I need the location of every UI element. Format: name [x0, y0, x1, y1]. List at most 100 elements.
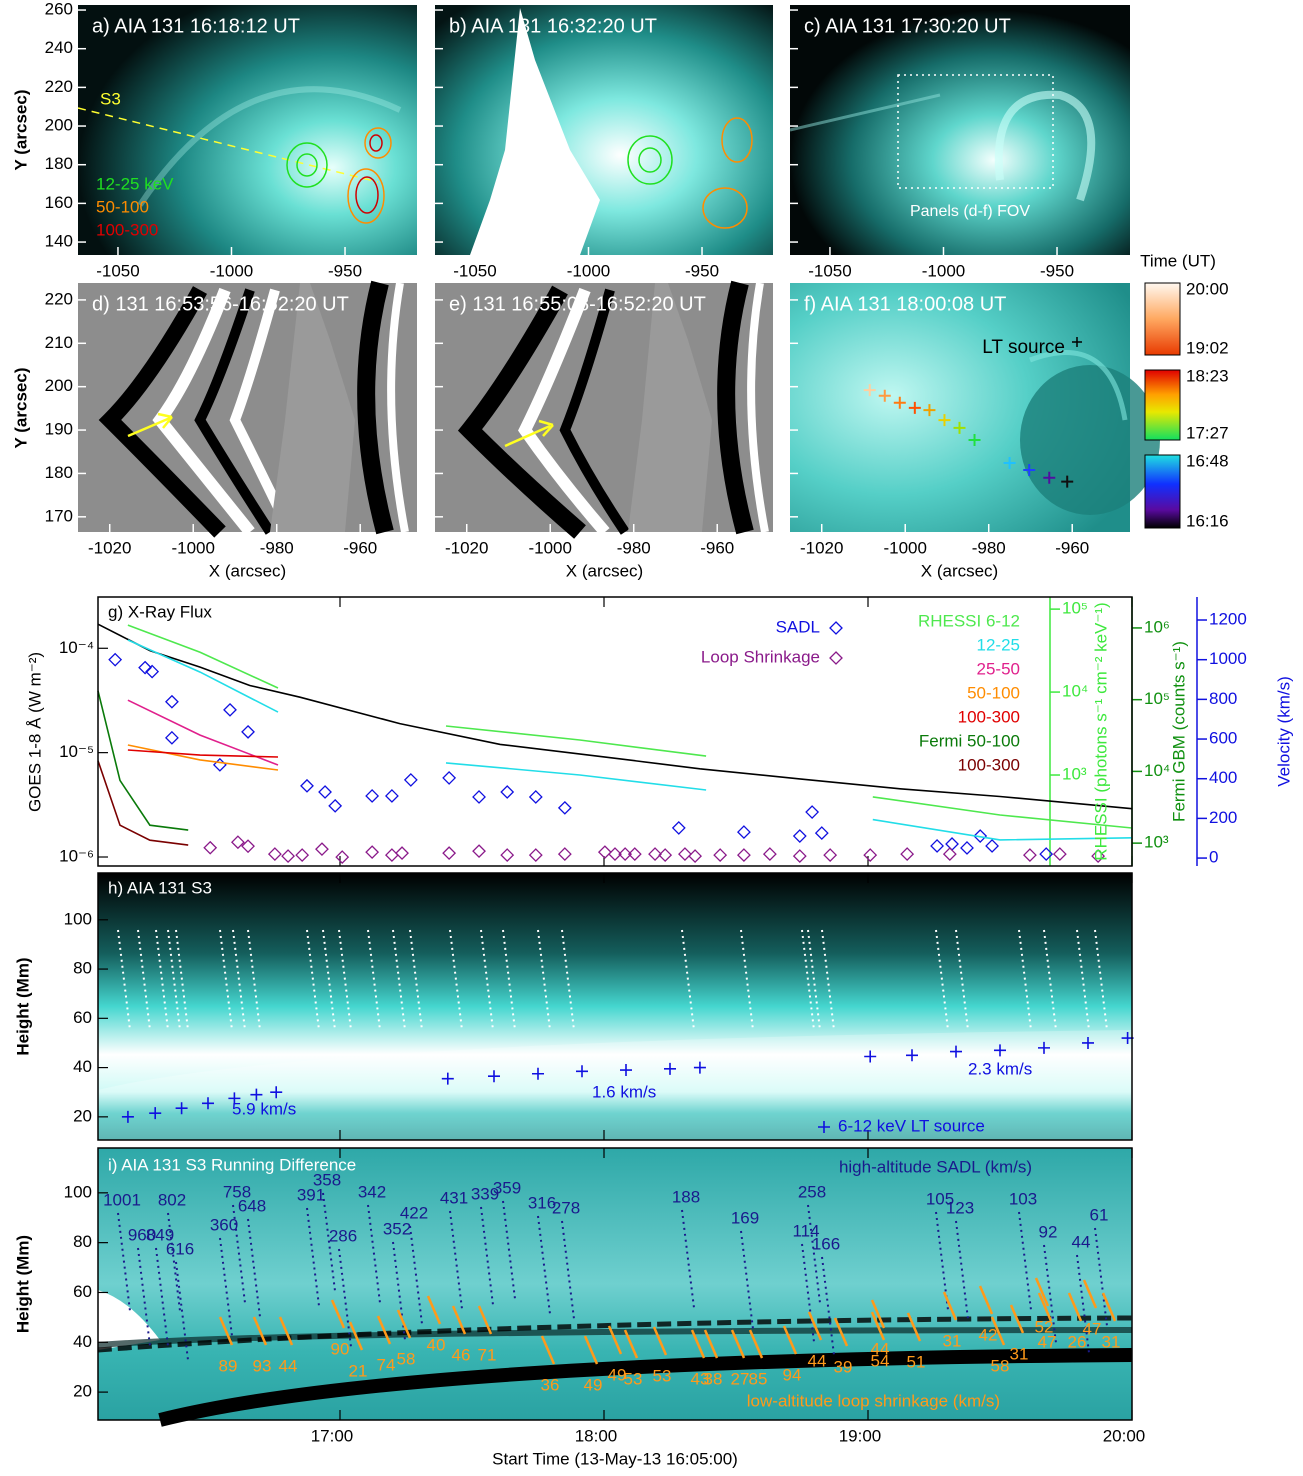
fit-label: 2.3 km/s: [968, 1059, 1032, 1078]
y-tick-label: 1200: [1209, 609, 1247, 628]
figure: S3 12-25 keV 50-100 100-300 Panels (d-f)…: [0, 0, 1303, 1471]
data-point: [816, 827, 828, 839]
y-tick-label: 40: [73, 1057, 92, 1076]
sadl-speed-label: 92: [1039, 1222, 1058, 1241]
panel-label: e) 131 16:55:08-16:52:20 UT: [449, 293, 706, 315]
shrinkage-speed-label: 89: [219, 1356, 238, 1375]
legend-entry: Fermi 50-100: [919, 731, 1020, 750]
shrinkage-speed-label: 31: [1010, 1344, 1029, 1363]
y-tick-label: 140: [45, 232, 73, 251]
legend-entry: 50-100: [967, 683, 1020, 702]
shrinkage-speed-label: 58: [397, 1349, 416, 1368]
shrinkage-speed-label: 39: [834, 1357, 853, 1376]
shrinkage-speed-label: 85: [749, 1369, 768, 1388]
y-tick-label: 1000: [1209, 649, 1247, 668]
colorbar-title: Time (UT): [1140, 251, 1216, 270]
shrinkage-speed-label: 47: [1038, 1332, 1057, 1351]
y-axis-title: Fermi GBM (counts s⁻¹): [1169, 641, 1188, 822]
panel-title: g) X-Ray Flux: [108, 602, 212, 621]
shrinkage-speed-label: 38: [704, 1369, 723, 1388]
shrinkage-speed-label: 31: [943, 1331, 962, 1350]
data-point: [319, 786, 331, 798]
panel-label: b) AIA 131 16:32:20 UT: [449, 15, 657, 37]
data-line: [128, 625, 1132, 828]
shrinkage-speed-label: 53: [624, 1369, 643, 1388]
y-tick-label: 10⁴: [1144, 761, 1170, 780]
shrinkage-speed-label: 94: [783, 1365, 802, 1384]
x-axis-title: Start Time (13-May-13 16:05:00): [492, 1449, 738, 1468]
legend-entry: 12-25 keV: [96, 174, 174, 193]
data-point: [794, 850, 806, 862]
shrinkage-speed-label: 58: [991, 1356, 1010, 1375]
y-tick-label: 0: [1209, 848, 1218, 867]
sadl-speed-label: 44: [1072, 1232, 1091, 1251]
legend-entry: Loop Shrinkage: [701, 647, 820, 666]
sadl-speed-label: 422: [400, 1203, 428, 1222]
data-line: [98, 761, 188, 845]
x-tick-label: 19:00: [839, 1426, 882, 1445]
colorbar-label: 20:00: [1186, 279, 1229, 298]
x-tick-label: -950: [328, 261, 362, 280]
sadl-speed-label: 61: [1090, 1205, 1109, 1224]
data-point: [204, 842, 216, 854]
x-tick-label: -1050: [453, 261, 496, 280]
data-point: [1024, 849, 1036, 861]
y-tick-label: 400: [1209, 768, 1237, 787]
image-a: [78, 5, 417, 255]
x-tick-label: -1050: [96, 261, 139, 280]
image-d: [78, 283, 417, 532]
x-axis-title: X (arcsec): [921, 561, 998, 580]
shrinkage-speed-label: 44: [808, 1351, 827, 1370]
legend-entry: 12-25: [977, 635, 1020, 654]
y-tick-label: 20: [73, 1106, 92, 1125]
data-point: [738, 849, 750, 861]
x-tick-label: -1000: [171, 538, 214, 557]
colorbar-label: 19:02: [1186, 338, 1229, 357]
x-tick-label: -960: [343, 538, 377, 557]
data-point: [386, 849, 398, 861]
shrinkage-speed-label: 74: [377, 1355, 396, 1374]
data-point: [824, 849, 836, 861]
y-tick-label: 10⁻⁴: [59, 638, 94, 657]
data-point: [473, 845, 485, 857]
y-tick-label: 600: [1209, 729, 1237, 748]
shrinkage-speed-label: 42: [979, 1325, 998, 1344]
shrinkage-speed-label: 49: [584, 1375, 603, 1394]
x-tick-label: 17:00: [311, 1426, 354, 1445]
sadl-speed-label: 616: [166, 1239, 194, 1258]
y-tick-label: 10⁶: [1144, 617, 1170, 636]
data-point: [269, 848, 281, 860]
data-point: [316, 843, 328, 855]
y-tick-label: 10⁻⁶: [59, 846, 94, 865]
data-point: [931, 840, 943, 852]
shrinkage-speed-label: 27: [731, 1369, 750, 1388]
shrinkage-speed-label: 51: [907, 1352, 926, 1371]
y-tick-label: 180: [45, 463, 73, 482]
y-axis-title: GOES 1-8 Å (W m⁻²): [25, 652, 44, 812]
data-line: [128, 745, 278, 770]
legend-entry: 100-300: [958, 755, 1020, 774]
legend-entry: SADL: [776, 617, 820, 636]
panel-label: a) AIA 131 16:18:12 UT: [92, 15, 300, 37]
data-point: [1054, 848, 1066, 860]
x-tick-label: -1050: [808, 261, 851, 280]
y-axis-title: Height (Mm): [13, 957, 32, 1055]
data-point: [946, 838, 958, 850]
y-tick-label: 220: [45, 77, 73, 96]
shrinkage-speed-label: 21: [349, 1361, 368, 1380]
annotation-title: low-altitude loop shrinkage (km/s): [747, 1391, 1000, 1410]
image-b: [435, 5, 773, 255]
legend-entry: 100-300: [96, 220, 158, 239]
shrinkage-speed-label: 44: [279, 1356, 298, 1375]
x-tick-label: -960: [700, 538, 734, 557]
colorbar-label: 16:16: [1186, 511, 1229, 530]
x-tick-label: -1020: [88, 538, 131, 557]
x-tick-label: -1000: [922, 261, 965, 280]
y-tick-label: 190: [45, 420, 73, 439]
data-point: [559, 802, 571, 814]
y-tick-label: 800: [1209, 689, 1237, 708]
panel-label: f) AIA 131 18:00:08 UT: [804, 293, 1006, 315]
data-point: [405, 774, 417, 786]
x-tick-label: -1020: [800, 538, 843, 557]
data-point: [864, 849, 876, 861]
